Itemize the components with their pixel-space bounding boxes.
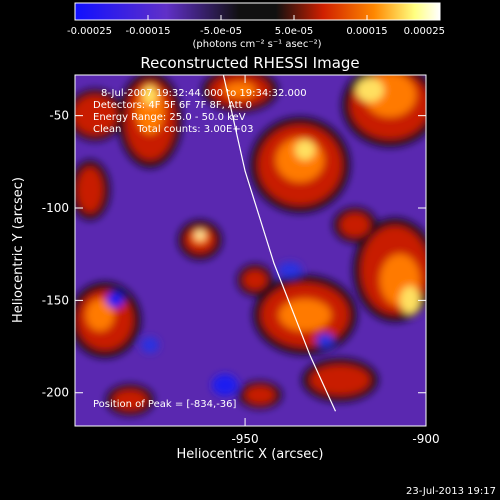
peak-position-label: Position of Peak = [-834,-36] (93, 399, 237, 410)
x-tick-label: -900 (412, 432, 439, 446)
colorbar-tick-label: -0.00015 (126, 26, 171, 37)
plot-frame (74, 74, 427, 427)
x-axis-title: Heliocentric X (arcsec) (177, 447, 324, 462)
colorbar-ticks: -0.00025 -0.00015 -5.0e-05 5.0e-05 0.00015 0.… (67, 15, 445, 37)
colorbar-tick-label: 0.00015 (346, 26, 387, 37)
energy-range-label: Energy Range: 25.0 - 50.0 keV (93, 112, 246, 123)
colorbar: -0.00025 -0.00015 -5.0e-05 5.0e-05 0.00015 0.… (67, 2, 445, 50)
timestamp: 23-Jul-2013 19:17 (406, 486, 496, 497)
heatmap-blobs (75, 75, 426, 416)
time-range-label: 8-Jul-2007 19:32:44.000 to 19:34:32.000 (101, 88, 307, 99)
colorbar-tick-label: 0.00025 (404, 26, 445, 37)
y-axis: -50 -100 -150 -200 (42, 109, 426, 400)
colorbar-units: (photons cm⁻² s⁻¹ asec⁻²) (192, 39, 321, 50)
colorbar-gradient (75, 3, 440, 20)
colorbar-tick-label: 5.0e-05 (275, 26, 313, 37)
solar-limb-curve (222, 75, 337, 412)
colorbar-frame (74, 2, 441, 21)
y-tick-label: -200 (42, 386, 69, 400)
chart-title: Reconstructed RHESSI Image (140, 54, 359, 72)
detectors-label: Detectors: 4F 5F 6F 7F 8F, Att 0 (93, 100, 252, 111)
colorbar-tick-label: -5.0e-05 (200, 26, 242, 37)
y-tick-label: -50 (49, 109, 69, 123)
colorbar-tick-label: -0.00025 (67, 26, 112, 37)
y-tick-label: -100 (42, 201, 69, 215)
clean-counts-label: Clean Total counts: 3.00E+03 (93, 124, 253, 135)
x-tick-label: -950 (231, 432, 258, 446)
x-axis: -950-900-850 (231, 75, 440, 446)
info-annotations: 8-Jul-2007 19:32:44.000 to 19:34:32.000 … (93, 88, 307, 410)
heatmap-image (75, 75, 426, 426)
y-axis-title: Heliocentric Y (arcsec) (11, 177, 26, 323)
y-tick-label: -150 (42, 293, 69, 307)
